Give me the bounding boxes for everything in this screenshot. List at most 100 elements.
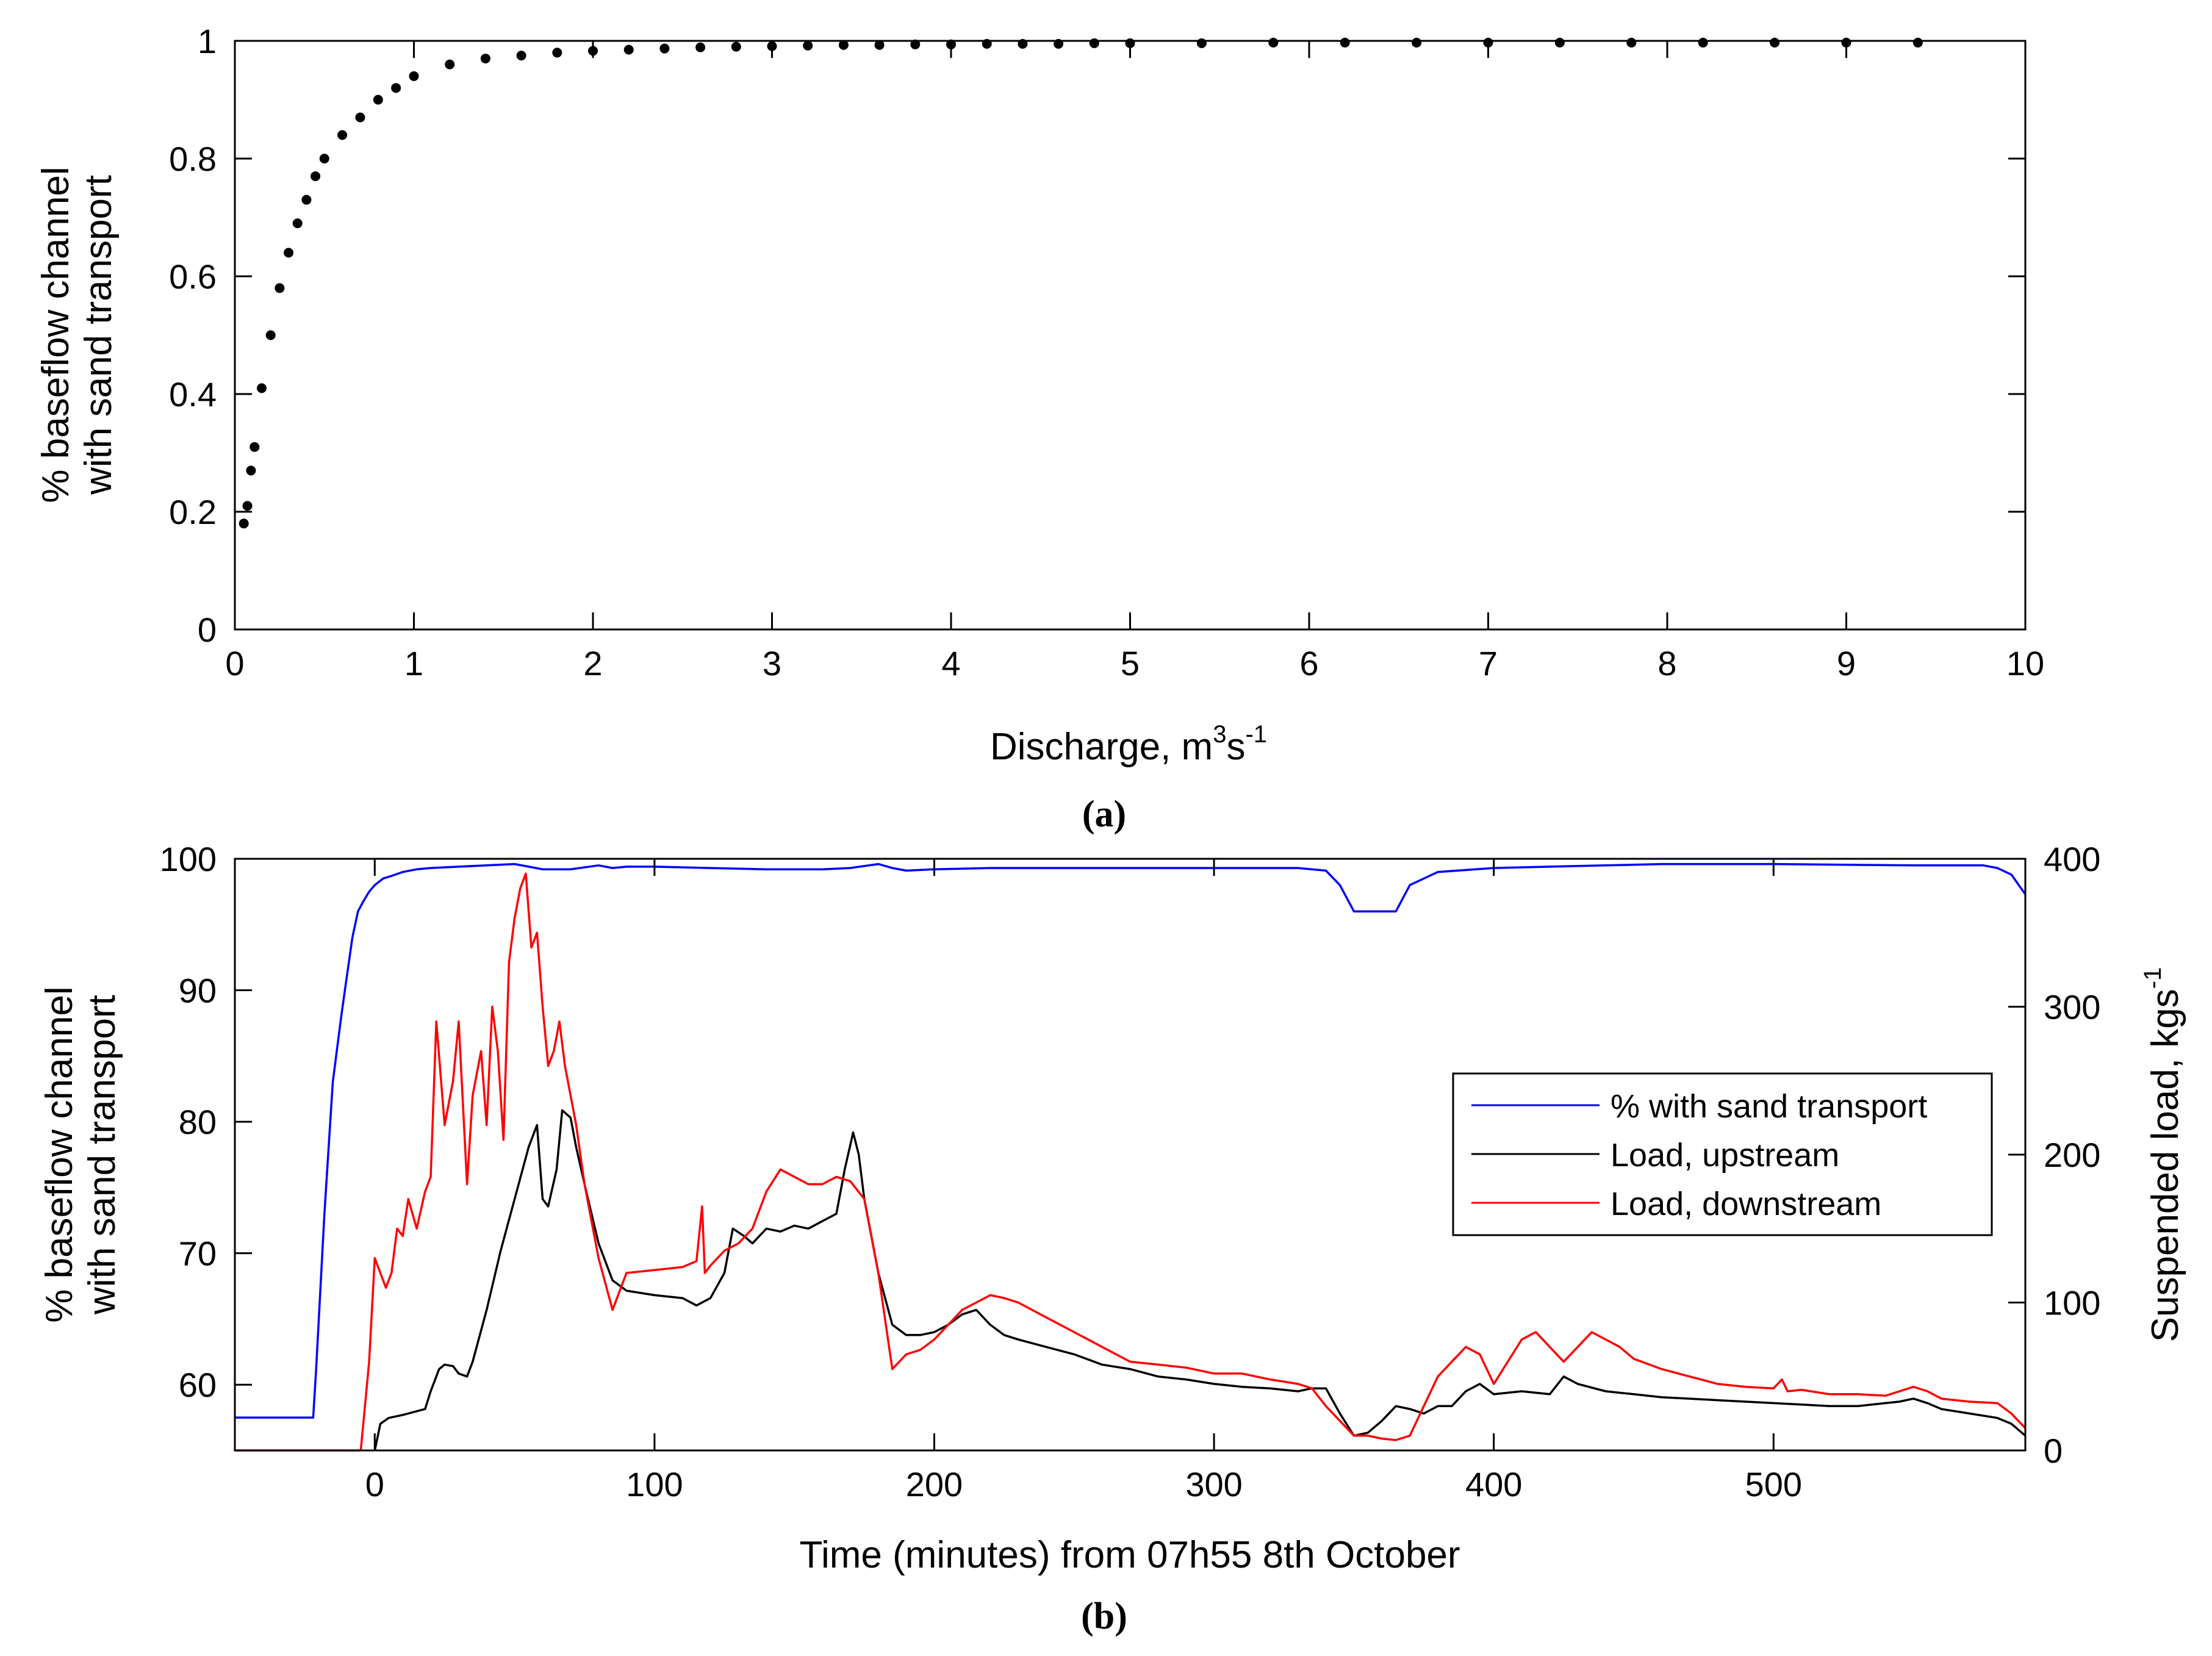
- panel-a-data-point: [1841, 37, 1851, 48]
- panel-b-left-y-tick-label: 100: [160, 840, 217, 878]
- legend-label-load-upstream: Load, upstream: [1611, 1137, 1839, 1174]
- panel-a-x-tick-label: 5: [1121, 644, 1140, 683]
- panel-a-x-tick-label: 8: [1657, 644, 1676, 683]
- panel-a-data-point: [319, 154, 329, 163]
- panel-a-data-point: [242, 501, 253, 511]
- panel-a-data-point: [250, 442, 260, 452]
- panel-a-y-tick-label: 0.2: [169, 493, 217, 531]
- panel-b-left-y-ticks: 60 70 80 90 100: [160, 840, 252, 1404]
- panel-a-data-point: [265, 330, 276, 340]
- panel-a-x-tick-label: 0: [225, 644, 244, 683]
- panel-a-x-tick-label: 7: [1479, 644, 1498, 683]
- panel-b-right-y-tick-label: 0: [2044, 1432, 2063, 1470]
- panel-a-x-tick-label: 4: [941, 644, 960, 683]
- panel-a-data-point: [409, 71, 419, 81]
- panel-b-x-ticks: 0 100 200 300 400 500: [365, 859, 1802, 1504]
- panel-a-data-point: [1018, 38, 1028, 49]
- series-load-downstream: [235, 872, 2027, 1452]
- panel-a-x-tick-label: 6: [1299, 644, 1318, 683]
- panel-a-data-point: [480, 53, 490, 63]
- panel-b-x-tick-label: 200: [906, 1465, 963, 1504]
- panel-b-x-tick-label: 300: [1185, 1465, 1242, 1504]
- panel-b-x-tick-label: 0: [365, 1465, 384, 1504]
- panel-a-data-point: [516, 51, 526, 61]
- panel-a-data-point: [275, 283, 285, 293]
- panel-a-plot-frame: [234, 40, 2027, 631]
- panel-a-data-point: [391, 83, 401, 93]
- panel-a-chart: 0 1 2 3 4 5 6 7 8 9 10 0 0.2 0.4 0.6 0.8 1 Discharge, m…: [35, 22, 2044, 835]
- panel-a-data-point: [623, 45, 634, 55]
- panel-b-left-y-tick-label: 70: [179, 1235, 217, 1273]
- panel-b-right-y-tick-label: 100: [2044, 1284, 2100, 1322]
- panel-a-data-point: [1054, 38, 1064, 49]
- panel-a-data-point: [874, 40, 885, 50]
- panel-a-x-tick-label: 10: [2006, 644, 2044, 683]
- panel-a-data-point: [910, 39, 921, 49]
- panel-a-data-point: [1412, 37, 1422, 48]
- panel-a-data-point: [257, 383, 267, 393]
- panel-b-left-y-tick-label: 90: [179, 972, 217, 1010]
- panel-a-y-axis-label-line1: % baseflow channel: [35, 167, 77, 503]
- panel-a-y-ticks: 0 0.2 0.4 0.6 0.8 1: [169, 22, 2025, 649]
- panel-a-data-point: [1912, 37, 1923, 48]
- series-load-upstream: [373, 1109, 2027, 1451]
- panel-a-x-tick-label: 9: [1837, 644, 1856, 683]
- panel-a-data-point: [337, 130, 348, 140]
- panel-a-data-point: [239, 518, 249, 529]
- panel-a-data-point: [803, 40, 813, 51]
- panel-b-left-y-tick-label: 60: [179, 1366, 217, 1404]
- panel-b-right-y-tick-label: 300: [2044, 988, 2100, 1027]
- panel-a-data-point: [355, 112, 365, 123]
- legend-label-load-downstream: Load, downstream: [1611, 1186, 1881, 1222]
- panel-a-data-point: [731, 41, 741, 52]
- panel-a-data-point: [659, 43, 670, 54]
- panel-a-y-tick-label: 0.8: [169, 140, 217, 178]
- panel-b-legend: % with sand transport Load, upstream Loa…: [1452, 1072, 1993, 1236]
- panel-a-data-point: [982, 38, 992, 49]
- panel-a-x-tick-label: 3: [763, 644, 781, 683]
- panel-b-right-y-tick-label: 400: [2044, 840, 2100, 878]
- panel-a-y-tick-label: 1: [198, 22, 217, 60]
- panel-a-x-tick-label: 1: [404, 644, 423, 683]
- panel-a-data-point: [588, 46, 598, 56]
- panel-b-left-y-axis-label-line1: % baseflow channel: [38, 986, 81, 1322]
- panel-a-data-point: [1196, 38, 1207, 48]
- panel-b-x-tick-label: 400: [1465, 1465, 1522, 1504]
- panel-a-x-axis-label: Discharge, m3s-1: [990, 721, 1267, 768]
- panel-a-data-point: [946, 39, 956, 49]
- panel-a-data-point: [767, 41, 777, 51]
- panel-a-data-point: [1554, 37, 1565, 48]
- panel-a-data-point: [838, 40, 849, 50]
- panel-b-x-tick-label: 500: [1745, 1465, 1802, 1504]
- panel-a-data-point: [1483, 37, 1493, 48]
- panel-a-data-point: [1340, 37, 1350, 48]
- panel-b-left-y-axis-label-line2: with sand transport: [81, 995, 123, 1315]
- panel-a-label: (a): [1082, 794, 1126, 835]
- panel-b-x-tick-label: 100: [626, 1465, 683, 1504]
- panel-b-right-y-axis-label: Suspended load, kgs-1: [2139, 967, 2186, 1342]
- panel-a-points: [239, 37, 1923, 529]
- panel-a-data-point: [1125, 38, 1135, 48]
- panel-a-data-point: [552, 48, 562, 58]
- panel-a-data-point: [292, 218, 303, 229]
- panel-a-data-point: [284, 248, 294, 258]
- panel-b-right-y-ticks: 0 100 200 300 400: [2008, 840, 2100, 1470]
- panel-b-chart: 0 100 200 300 400 500 60 70 80 90 100 0 100 200 300 4…: [38, 840, 2186, 1637]
- panel-a-data-point: [311, 171, 321, 181]
- panel-a-data-point: [445, 59, 455, 70]
- panel-b-x-axis-label: Time (minutes) from 07h55 8th October: [799, 1534, 1460, 1576]
- panel-a-data-point: [246, 465, 256, 476]
- panel-a-data-point: [301, 195, 312, 205]
- panel-a-data-point: [695, 42, 706, 52]
- panel-a-y-tick-label: 0: [198, 611, 217, 649]
- panel-a-data-point: [1770, 37, 1780, 48]
- panel-a-data-point: [373, 95, 383, 105]
- panel-a-y-tick-label: 0.6: [169, 257, 217, 296]
- panel-a-data-point: [1089, 38, 1099, 48]
- panel-a-x-ticks: 0 1 2 3 4 5 6 7 8 9 10: [225, 41, 2044, 683]
- panel-a-x-tick-label: 2: [583, 644, 602, 683]
- panel-a-data-point: [1698, 37, 1708, 48]
- panel-a-data-point: [1268, 37, 1279, 48]
- panel-a-data-point: [1626, 37, 1637, 48]
